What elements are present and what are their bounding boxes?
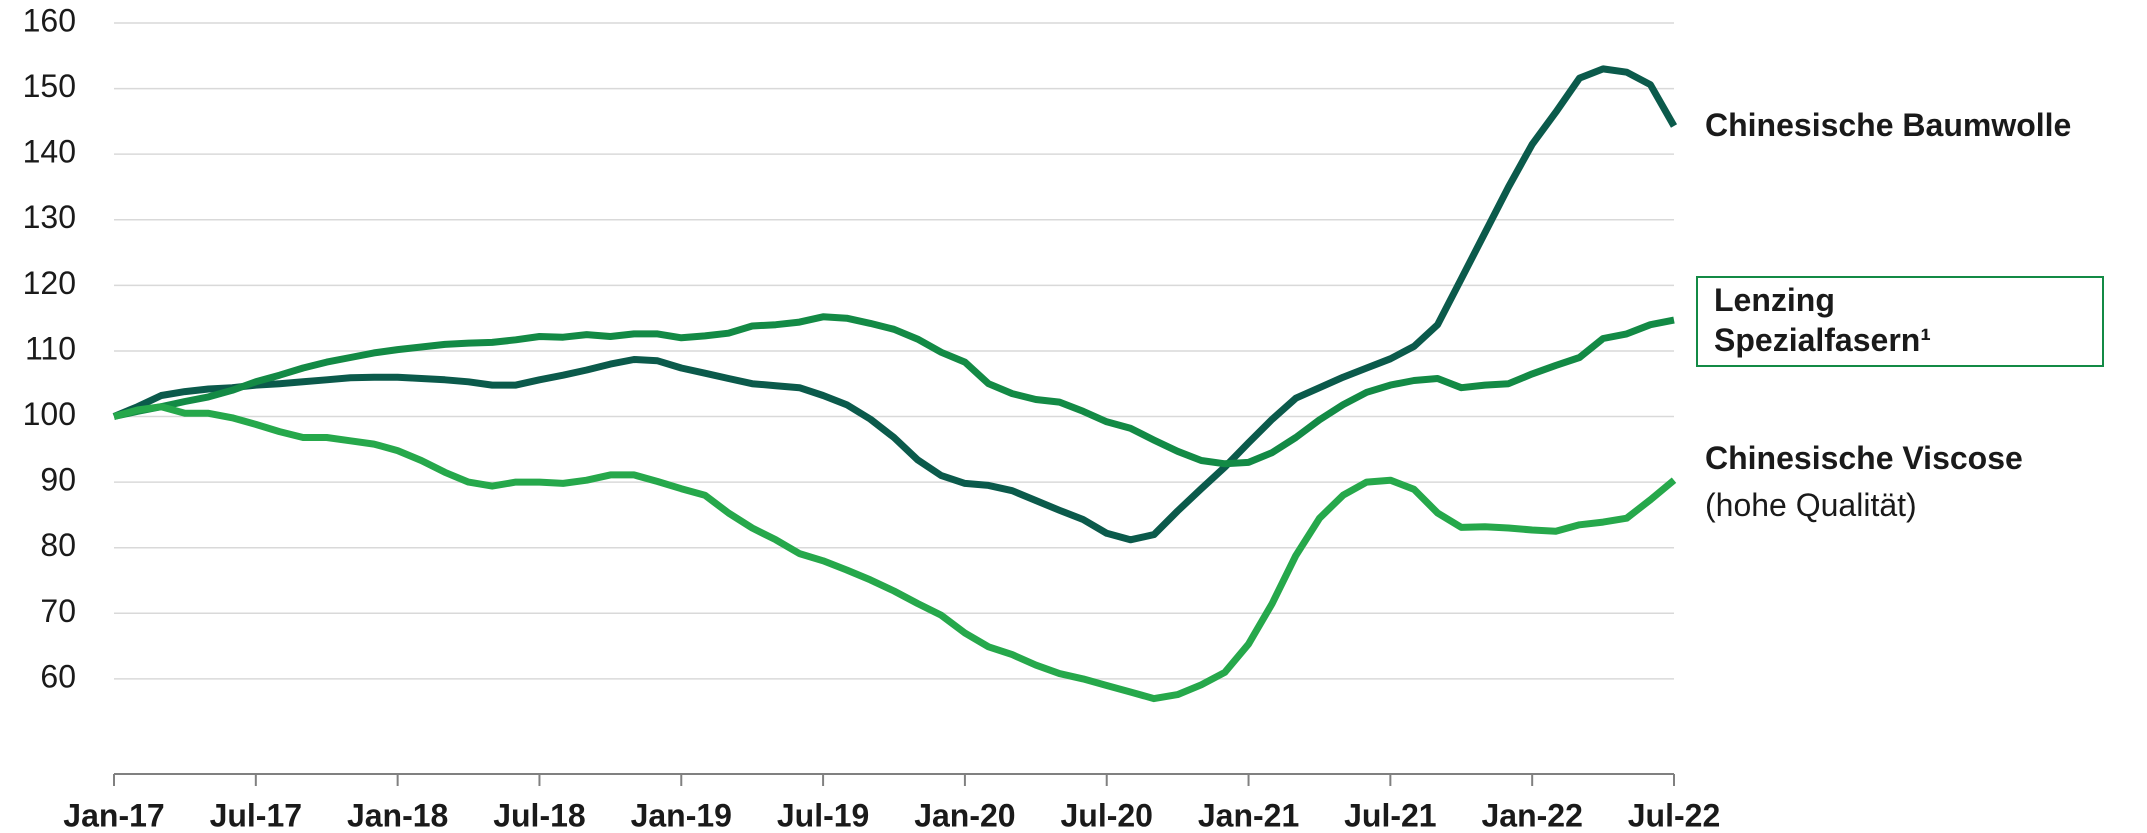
- x-tick-label: Jan-19: [631, 797, 732, 833]
- x-tick-label: Jan-18: [347, 797, 448, 833]
- y-tick-label: 140: [23, 134, 76, 170]
- x-tick-label: Jan-21: [1198, 797, 1299, 833]
- series-line: [112, 65, 1678, 544]
- y-tick-label: 100: [23, 396, 76, 432]
- x-tick-label: Jul-20: [1060, 797, 1152, 833]
- x-tick-label: Jul-21: [1344, 797, 1436, 833]
- y-tick-label: 70: [40, 593, 76, 629]
- legend-label: Chinesische Baumwolle: [1705, 107, 2072, 143]
- x-tick-label: Jul-18: [493, 797, 585, 833]
- y-tick-label: 60: [40, 658, 76, 694]
- x-tick-label: Jan-22: [1481, 797, 1582, 833]
- x-tick-label: Jan-20: [914, 797, 1015, 833]
- series-line: [113, 403, 1677, 703]
- x-tick-label: Jan-17: [63, 797, 164, 833]
- legend-label: Chinesische Viscose: [1705, 440, 2023, 476]
- x-tick-label: Jul-19: [777, 797, 869, 833]
- legend-note: (hohe Qualität): [1705, 487, 1917, 523]
- y-tick-label: 130: [23, 199, 76, 235]
- series-line: [113, 313, 1675, 468]
- y-tick-label: 90: [40, 462, 76, 498]
- y-tick-label: 120: [23, 265, 76, 301]
- x-tick-label: Jul-17: [210, 797, 302, 833]
- y-tick-label: 110: [25, 330, 76, 366]
- y-tick-label: 160: [23, 2, 76, 38]
- y-tick-label: 80: [40, 527, 76, 563]
- y-tick-label: 150: [23, 68, 76, 104]
- legend-box: [1696, 276, 2104, 367]
- legend-label: Lenzing Spezialfasern¹: [1714, 282, 1931, 358]
- x-tick-label: Jul-22: [1628, 797, 1720, 833]
